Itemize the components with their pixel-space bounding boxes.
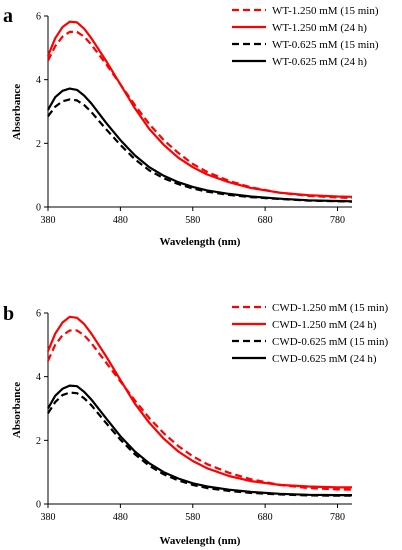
panel-a-x-tick-label: 580 — [185, 215, 200, 226]
panel-b-legend-label: CWD-1.250 mM (15 min) — [272, 302, 388, 314]
panel-b-legend-label: CWD-0.625 mM (15 min) — [272, 336, 388, 348]
panel-b: b 0 2 4 6 380 480 580 680 780 Wavelength (nm) A… — [3, 302, 388, 547]
panel-a-series-line-1 — [46, 20, 353, 198]
panel-b-y-tick-label: 4 — [36, 372, 41, 383]
panel-b-legend-label: CWD-0.625 mM (24 h) — [272, 353, 377, 365]
panel-b-series-line-2 — [47, 391, 352, 497]
panel-b-x-tick-label: 780 — [330, 512, 345, 523]
panel-b-x-tick-label: 380 — [41, 512, 56, 523]
panel-a-y-tick-label: 6 — [36, 12, 41, 23]
panel-a-x-tick-label: 780 — [330, 215, 345, 226]
panel-b-plot-area: 0 2 4 6 380 480 580 680 780 — [36, 309, 353, 523]
panel-a-legend-label: WT-1.250 mM (15 min) — [272, 5, 379, 17]
panel-b-y-tick-label: 2 — [36, 436, 41, 447]
panel-a-series-lines — [46, 20, 353, 203]
panel-b-series-line-1 — [46, 315, 352, 489]
panel-b-y-tick-label: 0 — [36, 500, 41, 511]
panel-a-y-axis-title: Absorbance — [11, 84, 23, 140]
panel-a-legend-label: WT-0.625 mM (15 min) — [272, 39, 379, 51]
panel-b-x-ticks: 380 480 580 680 780 — [41, 504, 345, 523]
panel-b-y-tick-label: 6 — [36, 309, 41, 320]
panel-a-legend-label: WT-0.625 mM (24 h) — [272, 56, 367, 68]
panel-b-legend-label: CWD-1.250 mM (24 h) — [272, 319, 377, 331]
panel-b-series-line-3 — [47, 384, 352, 497]
panel-a-series-line-2 — [47, 98, 353, 203]
panel-a-y-tick-label: 4 — [36, 75, 41, 86]
panel-b-x-tick-label: 580 — [185, 512, 200, 523]
panel-a-legend: WT-1.250 mM (15 min) WT-1.250 mM (24 h) WT… — [232, 5, 379, 68]
panel-a-plot-area: 0 2 4 6 380 480 580 680 780 — [36, 12, 353, 226]
panel-a-y-tick-label: 0 — [36, 203, 41, 214]
panel-a-y-ticks: 0 2 4 6 — [36, 12, 48, 214]
panel-a: a 0 2 4 6 380 480 580 680 780 Wavelength (nm) A… — [3, 5, 379, 248]
panel-a-x-ticks: 380 480 580 680 780 — [41, 207, 345, 226]
panel-a-x-tick-label: 480 — [113, 215, 128, 226]
panel-a-x-tick-label: 380 — [41, 215, 56, 226]
panel-b-y-ticks: 0 2 4 6 — [36, 309, 48, 511]
panel-b-x-tick-label: 480 — [113, 512, 128, 523]
panel-a-x-tick-label: 680 — [258, 215, 273, 226]
panel-b-legend: CWD-1.250 mM (15 min) CWD-1.250 mM (24 h)… — [232, 302, 388, 365]
panel-a-series-line-3 — [47, 87, 353, 203]
panel-a-letter: a — [3, 5, 13, 27]
panel-a-y-tick-label: 2 — [36, 139, 41, 150]
panel-b-x-tick-label: 680 — [258, 512, 273, 523]
panel-b-x-axis-title: Wavelength (nm) — [160, 535, 241, 547]
panel-b-series-lines — [46, 315, 353, 497]
panel-b-y-axis-title: Absorbance — [11, 382, 23, 438]
panel-b-letter: b — [3, 303, 14, 325]
panel-a-legend-label: WT-1.250 mM (24 h) — [272, 22, 367, 34]
panel-a-x-axis-title: Wavelength (nm) — [160, 236, 241, 248]
